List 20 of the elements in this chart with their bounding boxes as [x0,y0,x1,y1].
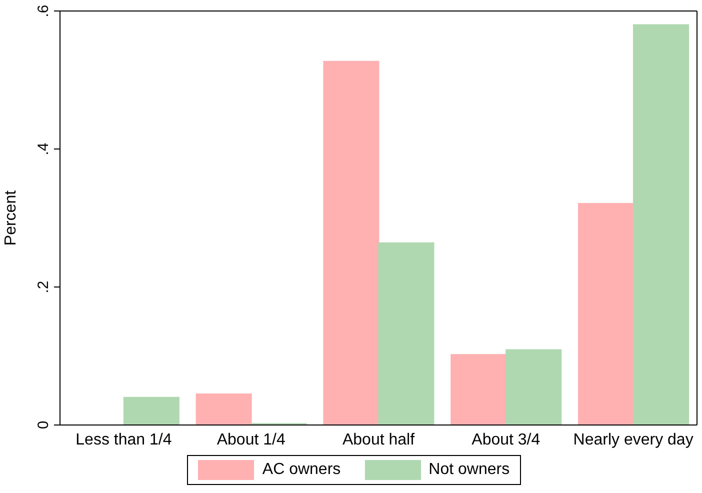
y-tick-label: .2 [35,280,52,294]
bar [323,60,380,425]
bar [450,354,507,425]
x-tick-label: Less than 1/4 [76,431,172,448]
bar [578,203,634,425]
bar [506,349,562,425]
x-tick-label: About 1/4 [216,431,286,448]
x-tick-label: About 3/4 [472,431,540,448]
y-axis-title: Percent [2,190,20,246]
bar [378,242,434,425]
x-tick-label: About half [342,431,416,448]
x-tick-label: Nearly every day [573,431,694,448]
y-tick-label: .4 [35,142,52,156]
y-tick-label: 0 [35,420,52,430]
bar [633,24,690,425]
bar [196,393,252,425]
legend-label: Not owners [428,461,510,479]
y-tick-label: .6 [35,4,52,18]
bar [123,396,180,425]
legend-label: AC owners [262,461,341,479]
